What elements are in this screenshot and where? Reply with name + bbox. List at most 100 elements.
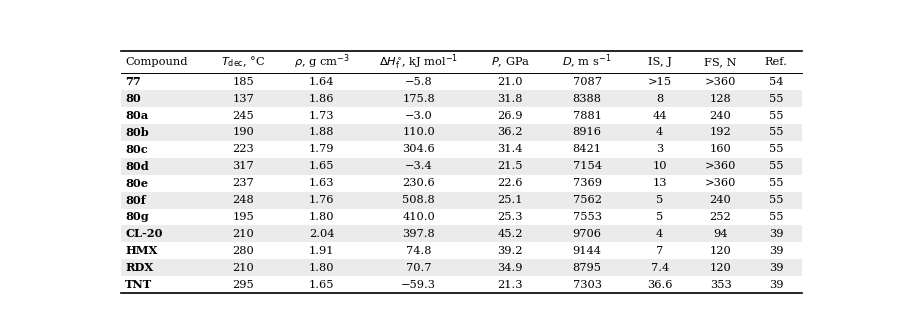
Text: 10: 10 [652, 161, 667, 171]
Text: 74.8: 74.8 [406, 246, 431, 256]
Text: 1.80: 1.80 [309, 263, 334, 273]
Text: 1.73: 1.73 [309, 111, 334, 121]
Bar [121, 124, 802, 141]
Text: 21.3: 21.3 [498, 279, 523, 289]
Text: 8: 8 [656, 94, 663, 104]
Bar [121, 259, 802, 276]
Text: Ref.: Ref. [765, 57, 788, 67]
Text: Compound: Compound [125, 57, 187, 67]
Text: −59.3: −59.3 [401, 279, 436, 289]
Text: 80e: 80e [125, 178, 148, 189]
Text: 80a: 80a [125, 110, 148, 121]
Text: −3.4: −3.4 [405, 161, 433, 171]
Bar [121, 158, 802, 175]
Text: 8421: 8421 [572, 144, 601, 154]
Text: 8388: 8388 [572, 94, 601, 104]
Text: 1.79: 1.79 [309, 144, 334, 154]
Text: 80c: 80c [125, 144, 148, 155]
Text: 94: 94 [714, 229, 728, 239]
Text: 80b: 80b [125, 127, 148, 138]
Text: $D$, m s$^{-1}$: $D$, m s$^{-1}$ [562, 53, 612, 71]
Text: 39: 39 [769, 229, 784, 239]
Text: 25.1: 25.1 [498, 195, 523, 205]
Text: −5.8: −5.8 [405, 77, 433, 87]
Bar [121, 90, 802, 107]
Text: 353: 353 [710, 279, 732, 289]
Text: 36.6: 36.6 [647, 279, 672, 289]
Text: 185: 185 [232, 77, 254, 87]
Text: 55: 55 [769, 195, 784, 205]
Text: 304.6: 304.6 [402, 144, 435, 154]
Text: 55: 55 [769, 144, 784, 154]
Text: 39: 39 [769, 246, 784, 256]
Text: 36.2: 36.2 [498, 128, 523, 137]
Text: 175.8: 175.8 [402, 94, 435, 104]
Text: >360: >360 [705, 77, 736, 87]
Text: 77: 77 [125, 76, 140, 87]
Text: 1.65: 1.65 [309, 279, 334, 289]
Text: 3: 3 [656, 144, 663, 154]
Text: 4: 4 [656, 229, 663, 239]
Text: 128: 128 [710, 94, 732, 104]
Text: 508.8: 508.8 [402, 195, 435, 205]
Text: 55: 55 [769, 212, 784, 222]
Text: 210: 210 [232, 263, 254, 273]
Text: 240: 240 [710, 195, 732, 205]
Text: 39: 39 [769, 279, 784, 289]
Text: 22.6: 22.6 [498, 178, 523, 188]
Text: 223: 223 [232, 144, 254, 154]
Text: IS, J: IS, J [648, 57, 671, 67]
Text: 21.5: 21.5 [498, 161, 523, 171]
Text: 1.76: 1.76 [309, 195, 334, 205]
Text: 7562: 7562 [572, 195, 601, 205]
Text: $\Delta H_{\mathrm{f}}^{\circ}$, kJ mol$^{-1}$: $\Delta H_{\mathrm{f}}^{\circ}$, kJ mol$… [379, 52, 458, 72]
Text: 9144: 9144 [572, 246, 601, 256]
Text: 55: 55 [769, 178, 784, 188]
Text: 317: 317 [232, 161, 254, 171]
Text: 252: 252 [710, 212, 732, 222]
Text: 7369: 7369 [572, 178, 601, 188]
Text: −3.0: −3.0 [405, 111, 433, 121]
Text: 44: 44 [652, 111, 667, 121]
Text: >360: >360 [705, 161, 736, 171]
Text: 192: 192 [710, 128, 732, 137]
Text: 8795: 8795 [572, 263, 601, 273]
Text: 25.3: 25.3 [498, 212, 523, 222]
Text: 31.8: 31.8 [498, 94, 523, 104]
Text: 5: 5 [656, 195, 663, 205]
Text: 1.65: 1.65 [309, 161, 334, 171]
Text: 237: 237 [232, 178, 254, 188]
Text: 1.80: 1.80 [309, 212, 334, 222]
Text: 120: 120 [710, 246, 732, 256]
Text: HMX: HMX [125, 245, 158, 256]
Text: 1.64: 1.64 [309, 77, 334, 87]
Text: 80: 80 [125, 93, 140, 104]
Text: 55: 55 [769, 128, 784, 137]
Text: 39.2: 39.2 [498, 246, 523, 256]
Text: 9706: 9706 [572, 229, 601, 239]
Text: 21.0: 21.0 [498, 77, 523, 87]
Text: 280: 280 [232, 246, 254, 256]
Text: 137: 137 [232, 94, 254, 104]
Text: 1.91: 1.91 [309, 246, 334, 256]
Text: 7: 7 [656, 246, 663, 256]
Text: 1.86: 1.86 [309, 94, 334, 104]
Text: 8916: 8916 [572, 128, 601, 137]
Text: 397.8: 397.8 [402, 229, 435, 239]
Text: 295: 295 [232, 279, 254, 289]
Text: 45.2: 45.2 [498, 229, 523, 239]
Text: 7087: 7087 [572, 77, 601, 87]
Text: 7154: 7154 [572, 161, 601, 171]
Text: 190: 190 [232, 128, 254, 137]
Text: 110.0: 110.0 [402, 128, 435, 137]
Text: 1.63: 1.63 [309, 178, 334, 188]
Text: 80d: 80d [125, 161, 148, 172]
Text: 13: 13 [652, 178, 667, 188]
Text: CL-20: CL-20 [125, 228, 163, 239]
Text: 1.88: 1.88 [309, 128, 334, 137]
Text: 7881: 7881 [572, 111, 601, 121]
Text: 4: 4 [656, 128, 663, 137]
Text: 39: 39 [769, 263, 784, 273]
Text: 248: 248 [232, 195, 254, 205]
Text: 2.04: 2.04 [309, 229, 334, 239]
